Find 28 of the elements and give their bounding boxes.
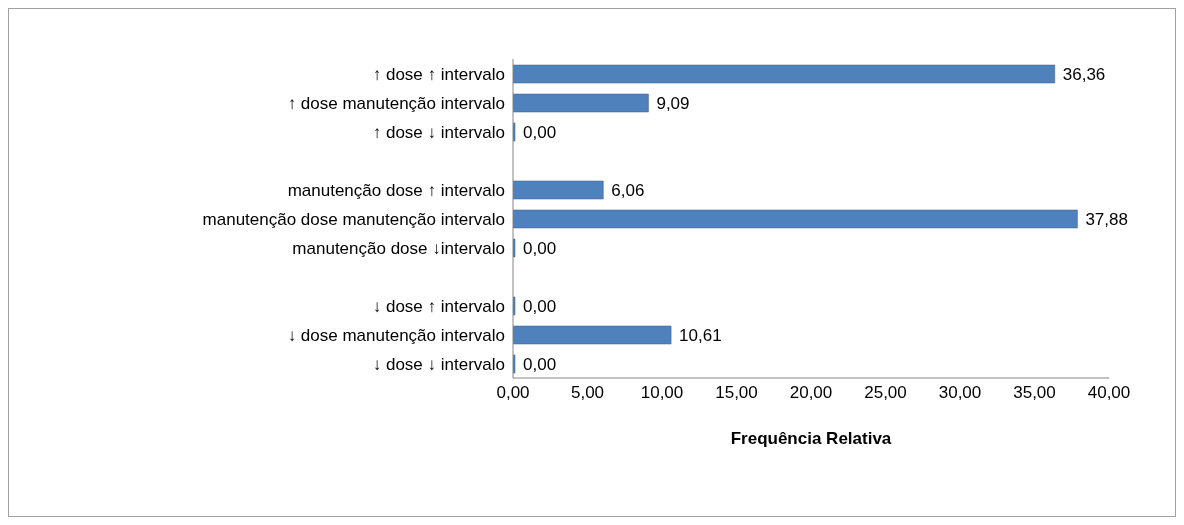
x-tick-label: 0,00 [496,383,530,403]
y-tick-label: ↑ dose manutenção intervalo [287,93,505,113]
data-label: 0,00 [523,238,557,258]
data-label: 10,61 [679,325,722,345]
y-tick-label: manutenção dose ↑ intervalo [287,180,505,200]
y-tick-label: ↓ dose ↓ intervalo [372,354,505,374]
data-label: 0,00 [523,354,557,374]
y-tick-label: manutenção dose ↓intervalo [292,238,505,258]
x-tick-label: 10,00 [640,383,684,403]
y-tick-label: manutenção dose manutenção intervalo [202,209,505,229]
x-tick-label: 30,00 [938,383,982,403]
x-axis-title: Frequência Relativa [730,429,892,448]
y-tick-label: ↓ dose manutenção intervalo [287,325,505,345]
y-tick-label: ↑ dose ↑ intervalo [372,64,505,84]
data-label: 37,88 [1085,209,1128,229]
y-tick-label: ↑ dose ↓ intervalo [372,122,505,142]
x-tick-label: 25,00 [864,383,907,403]
x-tick-label: 5,00 [570,383,605,403]
data-label: 0,00 [523,122,557,142]
data-label: 0,00 [523,296,557,316]
x-tick-label: 40,00 [1087,383,1131,403]
x-tick-label: 35,00 [1013,383,1056,403]
data-label: 6,06 [611,180,645,200]
x-tick-label: 20,00 [789,383,833,403]
data-label: 9,09 [656,93,690,113]
data-label: 36,36 [1062,64,1106,84]
x-tick-label: 15,00 [715,383,758,403]
y-tick-label: ↓ dose ↑ intervalo [372,296,505,316]
